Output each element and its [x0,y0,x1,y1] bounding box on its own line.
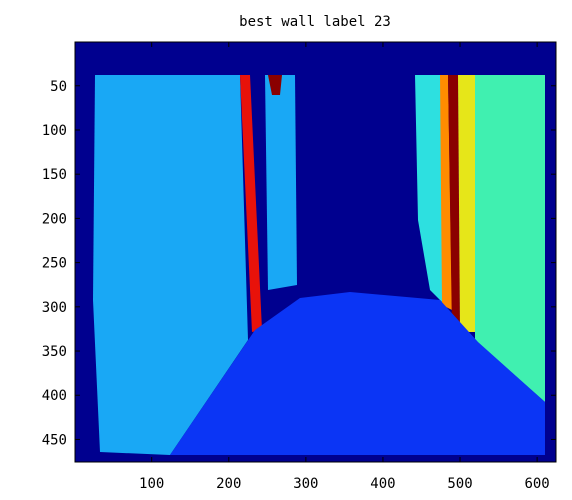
figure: best wall label 23 100 200 300 400 500 600 50 1… [0,0,572,496]
y-tick-label: 400 [42,388,67,404]
image [75,42,556,462]
y-tick-label: 50 [50,79,67,95]
wall-strip-label [265,75,297,290]
y-tick-label: 450 [42,432,67,448]
y-tick-label: 350 [42,344,67,360]
yellow-strip-label [458,75,475,332]
page: best wall label 23 100 200 300 400 500 600 50 1… [0,0,572,500]
y-tick-label: 150 [42,167,67,183]
x-tick-label: 100 [139,476,164,492]
x-tick-label: 200 [216,476,241,492]
x-tick-label: 500 [447,476,472,492]
x-tick-label: 400 [370,476,395,492]
x-tick-label: 600 [524,476,549,492]
chart-title: best wall label 23 [239,14,391,30]
y-tick-label: 100 [42,123,67,139]
y-tick-label: 200 [42,211,67,227]
y-tick-label: 300 [42,300,67,316]
x-tick-label: 300 [293,476,318,492]
y-tick-label: 250 [42,256,67,272]
